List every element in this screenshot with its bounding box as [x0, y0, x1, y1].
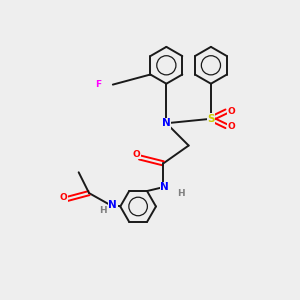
Text: O: O	[60, 193, 68, 202]
Text: O: O	[228, 107, 236, 116]
Text: N: N	[162, 118, 171, 128]
Text: H: H	[177, 189, 185, 198]
Text: O: O	[133, 150, 140, 159]
Text: N: N	[160, 182, 169, 192]
Text: S: S	[207, 114, 215, 124]
Text: O: O	[228, 122, 236, 131]
Text: N: N	[109, 200, 117, 210]
Text: H: H	[99, 206, 106, 215]
Text: F: F	[95, 80, 101, 89]
